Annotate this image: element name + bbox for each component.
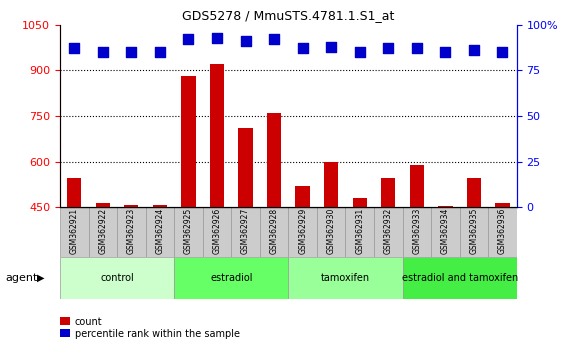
Legend: count, percentile rank within the sample: count, percentile rank within the sample — [57, 313, 244, 343]
Bar — [89, 207, 117, 257]
Bar — [124, 205, 138, 344]
Point — [270, 36, 279, 42]
Text: GSM362929: GSM362929 — [298, 208, 307, 254]
Text: GSM362932: GSM362932 — [384, 208, 393, 254]
Bar — [203, 207, 231, 257]
Bar — [353, 198, 367, 344]
Text: GSM362931: GSM362931 — [355, 208, 364, 254]
Bar — [410, 165, 424, 344]
Bar — [60, 257, 174, 299]
Text: GSM362928: GSM362928 — [270, 208, 279, 254]
Text: ▶: ▶ — [37, 273, 45, 283]
Bar — [231, 207, 260, 257]
Bar — [431, 207, 460, 257]
Point — [498, 49, 507, 55]
Text: GSM362925: GSM362925 — [184, 208, 193, 254]
Text: estradiol: estradiol — [210, 273, 252, 283]
Point — [127, 49, 136, 55]
Bar — [496, 204, 510, 344]
Text: control: control — [100, 273, 134, 283]
Point — [412, 46, 421, 51]
Text: GSM362933: GSM362933 — [412, 208, 421, 254]
Bar — [182, 76, 195, 344]
Bar — [67, 178, 82, 344]
Bar — [288, 257, 403, 299]
Bar — [296, 186, 309, 344]
Bar — [210, 64, 224, 344]
Bar — [146, 207, 174, 257]
Text: GSM362926: GSM362926 — [212, 208, 222, 254]
Text: GSM362930: GSM362930 — [327, 208, 336, 254]
Point — [184, 36, 193, 42]
Bar — [488, 207, 517, 257]
Point — [70, 46, 79, 51]
Bar — [288, 207, 317, 257]
Point — [155, 49, 164, 55]
Bar — [460, 207, 488, 257]
Point — [384, 46, 393, 51]
Bar — [317, 207, 345, 257]
Bar — [381, 178, 395, 344]
Point — [298, 46, 307, 51]
Text: tamoxifen: tamoxifen — [321, 273, 370, 283]
Bar — [374, 207, 403, 257]
Bar — [260, 207, 288, 257]
Text: GSM362935: GSM362935 — [469, 208, 478, 254]
Text: estradiol and tamoxifen: estradiol and tamoxifen — [401, 273, 518, 283]
Bar — [117, 207, 146, 257]
Bar — [60, 207, 89, 257]
Point — [241, 38, 250, 44]
Text: GSM362922: GSM362922 — [98, 208, 107, 254]
Bar — [267, 113, 281, 344]
Text: GSM362927: GSM362927 — [241, 208, 250, 254]
Text: GSM362924: GSM362924 — [155, 208, 164, 254]
Text: agent: agent — [6, 273, 38, 283]
Bar — [324, 161, 338, 344]
Bar — [239, 128, 252, 344]
Point — [469, 47, 478, 53]
Point — [327, 44, 336, 50]
Point — [441, 49, 450, 55]
Point — [355, 49, 364, 55]
Text: GSM362934: GSM362934 — [441, 208, 450, 254]
Bar — [403, 207, 431, 257]
Title: GDS5278 / MmuSTS.4781.1.S1_at: GDS5278 / MmuSTS.4781.1.S1_at — [182, 9, 395, 22]
Bar — [174, 207, 203, 257]
Bar — [345, 207, 374, 257]
Text: GSM362921: GSM362921 — [70, 208, 79, 254]
Bar — [96, 204, 110, 344]
Bar — [439, 206, 452, 344]
Bar — [153, 205, 167, 344]
Bar — [174, 257, 288, 299]
Text: GSM362923: GSM362923 — [127, 208, 136, 254]
Text: GSM362936: GSM362936 — [498, 208, 507, 254]
Point — [212, 35, 222, 40]
Point — [98, 49, 107, 55]
Bar — [403, 257, 517, 299]
Bar — [467, 178, 481, 344]
